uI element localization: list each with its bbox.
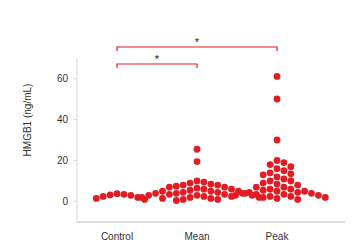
point: [214, 196, 221, 203]
x-tick-label: Mean: [184, 231, 209, 242]
point: [221, 184, 228, 191]
y-axis-line: [77, 58, 78, 222]
point: [194, 178, 201, 185]
point: [301, 188, 308, 195]
point: [246, 189, 253, 196]
y-tick: [74, 160, 77, 161]
point: [194, 158, 201, 165]
point: [322, 194, 329, 201]
point: [138, 194, 145, 201]
point: [187, 187, 194, 194]
points: [93, 73, 329, 204]
point: [221, 191, 228, 198]
point: [274, 73, 281, 80]
point: [274, 96, 281, 103]
point: [274, 165, 281, 172]
significance-label: *: [155, 53, 160, 65]
point: [180, 189, 187, 196]
y-tick-label: 20: [57, 155, 69, 166]
point: [173, 183, 180, 190]
point: [287, 178, 294, 185]
y-tick: [74, 119, 77, 120]
point: [228, 186, 235, 193]
point: [121, 191, 128, 198]
point: [281, 167, 288, 174]
point: [260, 194, 267, 201]
point: [214, 182, 221, 189]
point: [315, 192, 322, 199]
point: [260, 180, 267, 187]
point: [187, 180, 194, 187]
point: [287, 163, 294, 170]
point: [294, 182, 301, 189]
point: [100, 193, 107, 200]
y-tick-label: 0: [62, 196, 68, 207]
point: [294, 189, 301, 196]
point: [159, 188, 166, 195]
point: [281, 191, 288, 198]
point: [194, 146, 201, 153]
point: [201, 179, 208, 186]
point: [194, 185, 201, 192]
x-tick-label: Control: [101, 231, 133, 242]
point: [201, 186, 208, 193]
point: [207, 188, 214, 195]
point: [274, 188, 281, 195]
point: [207, 181, 214, 188]
x-axis-line: [77, 222, 345, 223]
point: [287, 186, 294, 193]
y-axis-label: HMGB1 (ng/mL): [22, 84, 33, 157]
point: [253, 184, 260, 191]
point: [180, 196, 187, 203]
point: [274, 195, 281, 202]
point: [114, 190, 121, 197]
point: [166, 184, 173, 191]
point: [274, 137, 281, 144]
point: [145, 192, 152, 199]
significance-label: *: [195, 36, 200, 48]
point: [187, 194, 194, 201]
point: [152, 190, 159, 197]
point: [260, 171, 267, 178]
point: [214, 189, 221, 196]
point: [287, 193, 294, 200]
point: [260, 187, 267, 194]
point: [267, 178, 274, 185]
y-tick: [74, 201, 77, 202]
point: [308, 190, 315, 197]
point: [93, 195, 100, 202]
point: [267, 193, 274, 200]
point: [274, 174, 281, 181]
point: [232, 192, 239, 199]
point: [281, 184, 288, 191]
point: [166, 191, 173, 198]
point: [274, 181, 281, 188]
point: [194, 192, 201, 199]
point: [267, 186, 274, 193]
y-tick: [74, 78, 77, 79]
point: [159, 195, 166, 202]
point: [287, 170, 294, 177]
point: [294, 196, 301, 203]
y-tick-label: 40: [57, 114, 69, 125]
y-tick-label: 60: [57, 73, 69, 84]
point: [173, 197, 180, 204]
x-tick-label: Peak: [266, 231, 290, 242]
point: [180, 182, 187, 189]
chart-container: 0 20 40 60 HMGB1 (ng/mL) Control Mean Peak * *: [0, 0, 352, 242]
chart-svg: 0 20 40 60 HMGB1 (ng/mL) Control Mean Peak * *: [0, 0, 352, 242]
point: [107, 192, 114, 199]
point: [201, 193, 208, 200]
point: [253, 191, 260, 198]
point: [207, 195, 214, 202]
point: [274, 157, 281, 164]
point: [267, 169, 274, 176]
point: [281, 176, 288, 183]
point: [267, 161, 274, 168]
point: [239, 190, 246, 197]
point: [173, 190, 180, 197]
point: [281, 159, 288, 166]
point: [127, 192, 134, 199]
